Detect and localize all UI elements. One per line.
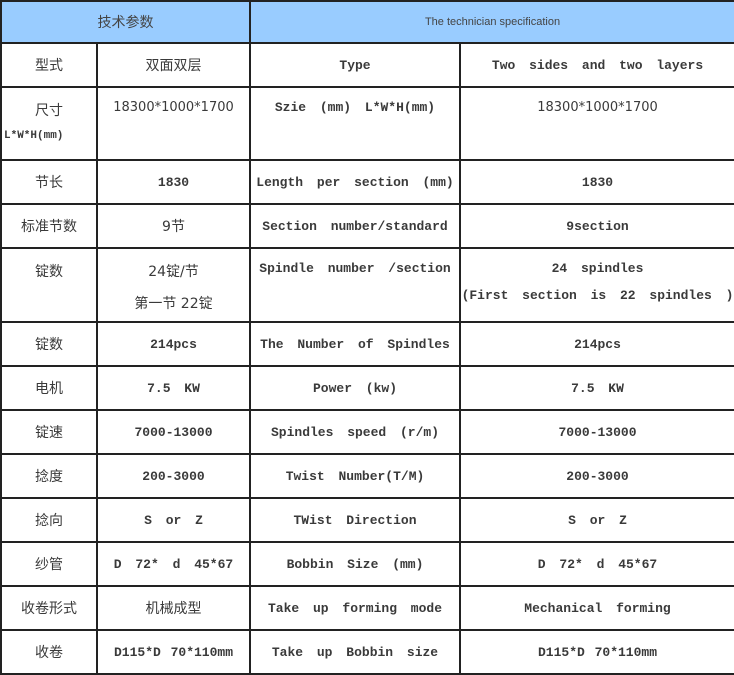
en-label: Spindle number /section [249,247,461,323]
en-value: 24 spindles (First section is 22 spindles… [458,247,734,323]
en-value-line2: (First section is 22 spindles ) [461,288,734,303]
zh-value: 机械成型 [96,585,251,631]
zh-label: 锭数 [0,321,98,367]
en-value: Two sides and two layers [458,42,734,88]
header-en: The technician specification [248,0,734,44]
en-label: Length per section (mm) [249,159,461,205]
en-label: Take up forming mode [249,585,461,631]
en-label: TWist Direction [249,497,461,543]
table-row: 型式 双面双层 Type Two sides and two layers [0,42,734,88]
en-label: Type [249,42,461,88]
zh-value: 7.5 KW [96,365,251,411]
header-row: 技术参数 The technician specification [0,0,734,44]
zh-label: 纱管 [0,541,98,587]
en-value: Mechanical forming [458,585,734,631]
en-label: Szie (mm) L*W*H(mm) [249,86,461,161]
table-row: 纱管 D 72* d 45*67 Bobbin Size (mm) D 72* … [0,541,734,587]
zh-label: 尺寸 L*W*H(mm) [0,86,98,161]
en-label: Section number/standard [249,203,461,249]
zh-label: 捻度 [0,453,98,499]
table-row: 标准节数 9节 Section number/standard 9section [0,203,734,249]
zh-value: 18300*1000*1700 [96,86,251,161]
zh-value: D115*D 70*110mm [96,629,251,675]
en-value: 214pcs [458,321,734,367]
table-row: 捻向 S or Z TWist Direction S or Z [0,497,734,543]
zh-value: 9节 [96,203,251,249]
zh-value: 1830 [96,159,251,205]
zh-value: S or Z [96,497,251,543]
en-value: 9section [458,203,734,249]
zh-label: 收卷 [0,629,98,675]
en-label: Power (kw) [249,365,461,411]
en-value-line1: 24 spindles [551,261,644,276]
zh-value: 7000-13000 [96,409,251,455]
zh-label: 型式 [0,42,98,88]
table-row: 收卷形式 机械成型 Take up forming mode Mechanica… [0,585,734,631]
zh-value-line1: 24锭/节 [148,264,199,280]
zh-value: 双面双层 [96,42,251,88]
en-label: Bobbin Size (mm) [249,541,461,587]
zh-label: 标准节数 [0,203,98,249]
zh-label: 捻向 [0,497,98,543]
zh-label-sub: L*W*H(mm) [4,130,64,142]
header-zh: 技术参数 [0,0,251,44]
table-row: 锭数 24锭/节 第一节 22锭 Spindle number /section … [0,247,734,323]
table-row: 锭速 7000-13000 Spindles speed (r/m) 7000-… [0,409,734,455]
zh-value: D 72* d 45*67 [96,541,251,587]
en-value: 7000-13000 [458,409,734,455]
zh-value: 24锭/节第一节 22锭 [96,247,251,323]
table-row: 捻度 200-3000 Twist Number(T/M) 200-3000 [0,453,734,499]
en-value: 18300*1000*1700 [458,86,734,161]
table-row: 尺寸 L*W*H(mm) 18300*1000*1700 Szie (mm) L*… [0,86,734,161]
zh-label: 电机 [0,365,98,411]
en-value: D 72* d 45*67 [458,541,734,587]
table-row: 收卷 D115*D 70*110mm Take up Bobbin size D… [0,629,734,675]
zh-value: 200-3000 [96,453,251,499]
table-row: 锭数 214pcs The Number of Spindles 214pcs [0,321,734,367]
table-row: 节长 1830 Length per section (mm) 1830 [0,159,734,205]
en-label: Twist Number(T/M) [249,453,461,499]
en-label: Take up Bobbin size [249,629,461,675]
zh-label: 收卷形式 [0,585,98,631]
en-label: Spindles speed (r/m) [249,409,461,455]
en-value: 1830 [458,159,734,205]
en-value: 200-3000 [458,453,734,499]
zh-value-line2: 第一节 22锭 [134,296,213,312]
zh-label: 锭数 [0,247,98,323]
table-row: 电机 7.5 KW Power (kw) 7.5 KW [0,365,734,411]
en-value: 7.5 KW [458,365,734,411]
zh-label: 锭速 [0,409,98,455]
en-value: S or Z [458,497,734,543]
zh-label-main: 尺寸 [35,103,63,119]
en-value: D115*D 70*110mm [458,629,734,675]
zh-label: 节长 [0,159,98,205]
en-label: The Number of Spindles [249,321,461,367]
zh-value: 214pcs [96,321,251,367]
